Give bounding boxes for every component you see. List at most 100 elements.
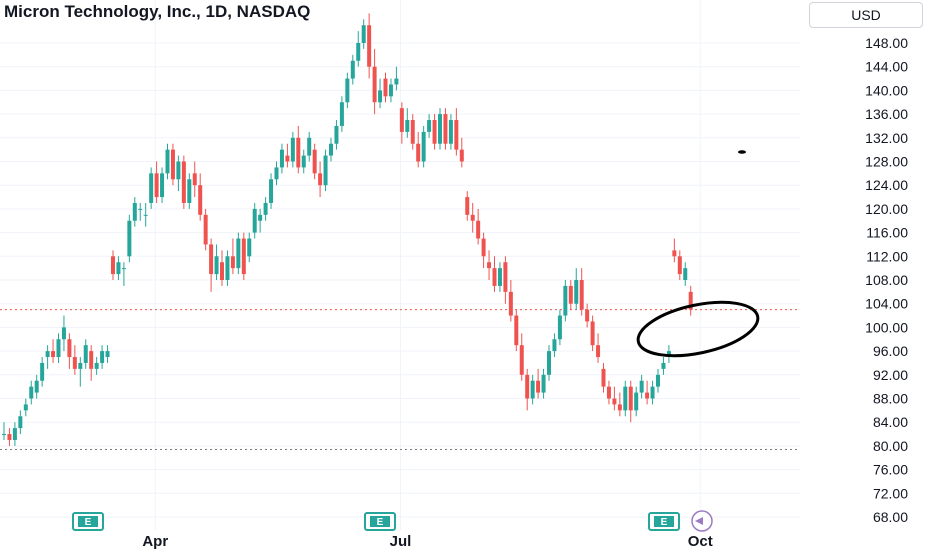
- candle-up: [557, 309, 562, 346]
- price-tick-label: 88.00: [873, 391, 908, 407]
- candle-up: [269, 173, 274, 209]
- candle-up: [661, 357, 666, 375]
- price-tick-label: 92.00: [873, 367, 908, 383]
- candle-down: [89, 345, 94, 381]
- candle-up: [378, 78, 383, 109]
- price-tick-label: 112.00: [866, 248, 908, 264]
- candle-down: [568, 280, 573, 310]
- candle-up: [329, 137, 333, 162]
- price-tick-label: 136.00: [865, 106, 908, 122]
- dividend-badge[interactable]: [691, 510, 713, 532]
- candle-down: [492, 256, 497, 292]
- currency-button[interactable]: USD: [809, 2, 923, 28]
- candle-down: [476, 208, 481, 245]
- earnings-badge-label: E: [85, 517, 92, 528]
- candle-up: [427, 114, 432, 138]
- time-axis[interactable]: Apr Jul Oct: [142, 533, 712, 550]
- candle-up: [552, 333, 557, 358]
- candle-up: [279, 143, 284, 174]
- candle-up: [78, 357, 83, 387]
- candle-down: [606, 380, 611, 405]
- candles: [2, 13, 693, 446]
- time-tick-label: Oct: [688, 533, 713, 550]
- time-tick-label: Apr: [142, 533, 168, 550]
- price-tick-label: 120.00: [865, 201, 908, 217]
- candle-up: [83, 339, 88, 369]
- candle-up: [323, 149, 328, 192]
- candle-up: [138, 202, 143, 221]
- candle-up: [2, 422, 6, 440]
- candle-up: [56, 333, 61, 363]
- candle-down: [367, 13, 372, 79]
- dot-annotation[interactable]: [738, 150, 746, 154]
- price-axis[interactable]: 148.00 144.00 140.00 136.00 132.00 128.00 124.…: [865, 35, 908, 525]
- earnings-badge[interactable]: E: [72, 512, 104, 531]
- candle-up: [247, 232, 252, 263]
- earnings-badge-label: E: [377, 517, 384, 528]
- candle-down: [241, 232, 246, 280]
- candle-down: [209, 238, 214, 292]
- candle-down: [399, 102, 404, 144]
- candle-down: [514, 309, 519, 352]
- candle-down: [203, 208, 208, 251]
- candle-up: [421, 125, 426, 168]
- candle-up: [100, 345, 105, 369]
- earnings-badge[interactable]: E: [648, 512, 680, 531]
- candle-up: [132, 197, 137, 227]
- candle-down: [612, 386, 617, 411]
- price-tick-label: 100.00: [865, 319, 908, 335]
- candle-down: [645, 380, 650, 405]
- candle-up: [405, 108, 410, 138]
- price-tick-label: 108.00: [865, 272, 908, 288]
- candle-up: [236, 232, 241, 275]
- candle-up: [225, 250, 230, 286]
- candle-up: [116, 256, 121, 280]
- earnings-badge[interactable]: E: [364, 512, 396, 531]
- candle-up: [438, 108, 442, 150]
- candle-down: [220, 250, 224, 286]
- candle-up: [121, 262, 126, 286]
- candle-down: [285, 143, 290, 168]
- candle-up: [547, 345, 551, 381]
- candle-up: [345, 72, 350, 109]
- candle-up: [252, 202, 257, 239]
- candle-down: [617, 392, 622, 417]
- candle-up: [105, 345, 110, 363]
- candle-up: [666, 345, 671, 363]
- price-tick-label: 72.00: [873, 485, 908, 501]
- candle-up: [61, 315, 66, 352]
- candle-up: [563, 280, 568, 322]
- candle-up: [165, 143, 170, 180]
- candle-up: [448, 114, 453, 150]
- candle-down: [432, 114, 437, 150]
- candle-down: [536, 368, 541, 399]
- chart-title: Micron Technology, Inc., 1D, NASDAQ: [4, 2, 311, 21]
- candle-down: [230, 238, 235, 275]
- circle-annotation[interactable]: [633, 293, 762, 365]
- candle-down: [579, 268, 584, 316]
- candle-up: [339, 96, 344, 132]
- candle-up: [40, 357, 45, 387]
- candle-down: [459, 137, 464, 168]
- candle-up: [12, 422, 17, 446]
- candle-down: [443, 108, 448, 150]
- candle-down: [51, 339, 56, 363]
- candle-up: [388, 78, 393, 103]
- candle-down: [7, 428, 12, 446]
- candle-down: [72, 345, 77, 375]
- price-tick-label: 76.00: [873, 462, 908, 478]
- candle-up: [361, 19, 366, 49]
- candle-down: [677, 250, 682, 280]
- candle-up: [541, 368, 546, 399]
- candle-down: [519, 333, 524, 381]
- candle-up: [634, 386, 639, 417]
- candle-down: [192, 161, 197, 198]
- candle-down: [372, 48, 377, 115]
- candle-up: [650, 380, 655, 405]
- price-tick-label: 104.00: [865, 296, 908, 312]
- candle-down: [416, 131, 421, 168]
- candle-up: [160, 167, 165, 203]
- candle-up: [623, 380, 628, 417]
